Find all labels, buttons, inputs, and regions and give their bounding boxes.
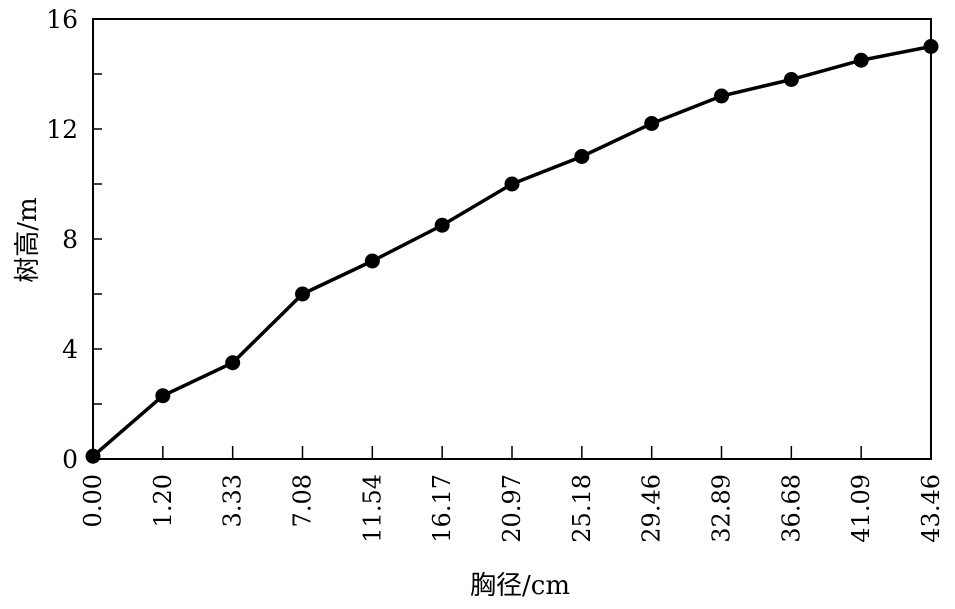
data-point <box>225 355 241 371</box>
y-tick-label: 12 <box>46 115 78 144</box>
x-tick-label: 36.68 <box>777 474 805 543</box>
series-line <box>85 39 939 464</box>
plot-frame <box>92 18 932 460</box>
x-tick-label: 20.97 <box>498 474 526 543</box>
data-point <box>85 448 101 464</box>
data-point <box>364 253 380 269</box>
data-point <box>504 176 520 192</box>
x-tick-label: 7.08 <box>289 474 317 527</box>
y-tick-label: 0 <box>62 445 78 474</box>
x-tick-label: 43.46 <box>917 474 945 543</box>
x-tick-label: 41.09 <box>847 474 875 543</box>
data-point <box>783 72 799 87</box>
x-tick-label: 11.54 <box>358 474 386 543</box>
x-tick-label: 25.18 <box>568 474 596 543</box>
x-tick-label: 1.20 <box>149 474 177 527</box>
data-point <box>853 52 869 68</box>
x-tick-label: 0.00 <box>79 474 107 527</box>
data-point <box>923 39 939 54</box>
x-tick-label: 29.46 <box>638 474 666 543</box>
series-polyline <box>91 44 932 458</box>
y-tick-label: 8 <box>62 225 78 254</box>
data-point <box>574 149 590 164</box>
x-tick-label: 32.89 <box>708 474 736 543</box>
data-point <box>295 286 310 302</box>
y-tick-label: 4 <box>62 335 78 364</box>
x-axis-label: 胸径/cm <box>470 571 570 601</box>
data-point <box>714 88 729 104</box>
data-point <box>434 217 450 233</box>
x-tick-label: 16.17 <box>428 474 456 543</box>
data-point <box>155 388 171 404</box>
x-tick-label: 3.33 <box>219 474 247 527</box>
y-tick-label: 16 <box>46 5 78 34</box>
axes: 0 4 8 12 16 0.00 1.20 3.33 7.08 11.54 16.17 20.97 25… <box>46 5 945 543</box>
y-axis-label: 树高/m <box>13 197 43 282</box>
data-point <box>644 116 660 131</box>
